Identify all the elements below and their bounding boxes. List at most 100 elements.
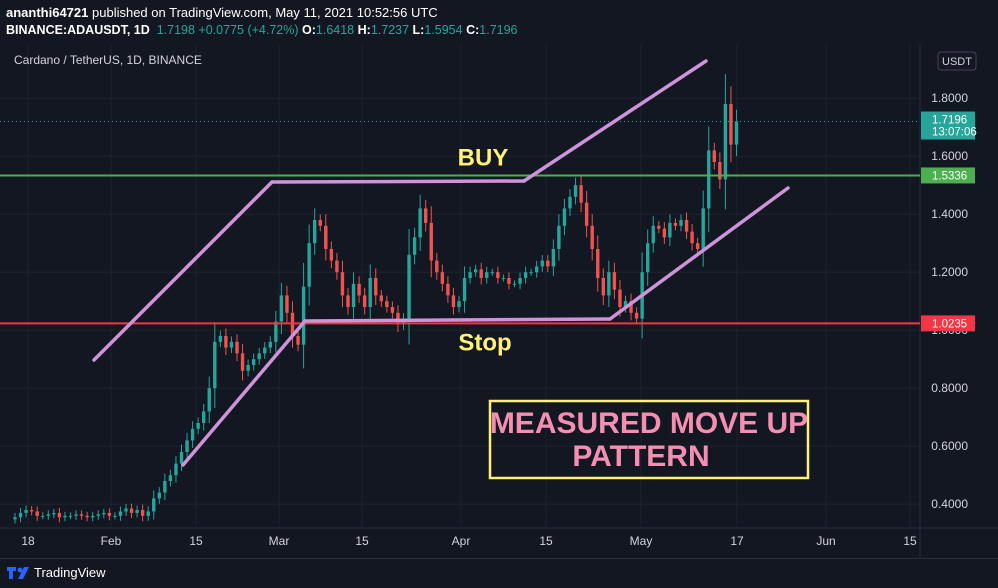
candle-body: [679, 220, 683, 226]
pattern-line1: MEASURED MOVE UP: [490, 407, 808, 440]
candle-body: [507, 278, 511, 284]
candle-body: [512, 283, 517, 285]
price-tag-bg: [921, 315, 975, 332]
candle-body: [462, 278, 467, 302]
candle: [629, 293, 633, 321]
candle-body: [590, 225, 594, 249]
candle-body: [307, 243, 311, 287]
currency-button[interactable]: USDT: [937, 51, 977, 71]
candle-body: [385, 301, 389, 307]
channel-line-lower-left: [181, 319, 307, 467]
candle-body: [451, 295, 456, 307]
candle: [179, 444, 184, 472]
candle-body: [496, 272, 500, 278]
candle: [46, 510, 50, 520]
candle-body: [473, 269, 478, 273]
candle-body: [440, 272, 445, 284]
price-tick-label: 0.8000: [931, 381, 968, 395]
candle: [102, 508, 106, 519]
time-axis[interactable]: 18 Feb 15 Mar 15 Apr 15 May 17 Jun 15: [21, 534, 917, 548]
chart-svg[interactable]: Cardano / TetherUS, 1D, BINANCE USDT 0.4…: [0, 44, 998, 558]
time-tick-label: 17: [730, 534, 744, 548]
price-tag-bg: [921, 111, 975, 140]
candle: [540, 255, 544, 272]
candle-body: [374, 278, 378, 296]
candle: [507, 272, 511, 290]
candle-body: [723, 104, 728, 180]
time-tick-label: Feb: [101, 534, 122, 548]
candle: [140, 504, 145, 522]
author-name[interactable]: ananthi64721: [6, 5, 89, 20]
price-tick-label: 1.4000: [931, 207, 968, 221]
candle: [301, 262, 306, 369]
candle: [368, 264, 372, 321]
candle-body: [601, 278, 605, 296]
candle-body: [318, 220, 322, 226]
candle: [374, 268, 378, 305]
candle: [174, 456, 178, 483]
candle: [662, 222, 667, 244]
candle: [318, 214, 322, 232]
candle-body: [68, 515, 73, 517]
candle-body: [424, 208, 428, 223]
candle-body: [329, 249, 334, 261]
published-info: published on TradingView.com, May 11, 20…: [92, 5, 438, 20]
candle: [485, 266, 489, 284]
time-tick-label: 15: [903, 534, 917, 548]
candle: [235, 334, 239, 361]
channel-line-upper-left: [92, 180, 274, 362]
candle: [707, 126, 711, 233]
tradingview-logo-icon[interactable]: [6, 565, 30, 581]
candle-body: [146, 511, 150, 516]
candlestick-series: [13, 74, 739, 524]
candle: [723, 74, 728, 210]
candle: [207, 376, 211, 423]
candle-body: [518, 278, 522, 284]
candle: [412, 227, 417, 265]
candle: [418, 194, 422, 252]
channel-drawings[interactable]: [92, 59, 790, 467]
currency-button-label[interactable]: USDT: [942, 56, 972, 68]
brand-name[interactable]: TradingView: [34, 565, 106, 580]
publish-line: ananthi64721 published on TradingView.co…: [6, 5, 438, 20]
candle-body: [557, 225, 561, 249]
channel-line-upper-right: [522, 59, 708, 183]
high-value: 1.7237: [370, 23, 410, 37]
candle: [185, 432, 189, 460]
candle-body: [102, 512, 106, 515]
candle-body: [501, 278, 506, 279]
candle: [657, 221, 661, 234]
candle-body: [584, 202, 589, 226]
price-tick-label: 1.2000: [931, 265, 968, 279]
candle-body: [313, 220, 317, 244]
candle-body: [351, 283, 356, 307]
candle: [596, 235, 600, 292]
price-tick-label: 1.8000: [931, 91, 968, 105]
candle-body: [618, 289, 622, 307]
candle: [546, 255, 550, 272]
candle: [213, 322, 217, 408]
currency-button-frame[interactable]: [937, 51, 977, 71]
candle: [91, 511, 95, 522]
candle: [385, 295, 389, 313]
chart-area[interactable]: Cardano / TetherUS, 1D, BINANCE USDT 0.4…: [0, 44, 998, 558]
open-label: O:: [302, 23, 316, 37]
candle: [41, 512, 45, 520]
candle-body: [435, 260, 439, 273]
candle-body: [107, 512, 112, 516]
candle: [468, 266, 472, 284]
high-label: H:: [357, 23, 371, 37]
pattern-box-frame[interactable]: [488, 399, 810, 480]
pattern-box[interactable]: MEASURED MOVE UP PATTERN: [488, 399, 810, 480]
candle: [274, 310, 278, 353]
candle: [351, 272, 356, 319]
channel-line-bottom-flat: [303, 317, 612, 323]
price-tag-value: 1.7196: [932, 115, 967, 127]
candle: [440, 264, 445, 292]
candle-body: [18, 512, 23, 518]
candle: [157, 487, 161, 504]
candle-body: [29, 510, 34, 512]
candle-body: [523, 272, 528, 278]
candle-body: [412, 237, 417, 255]
